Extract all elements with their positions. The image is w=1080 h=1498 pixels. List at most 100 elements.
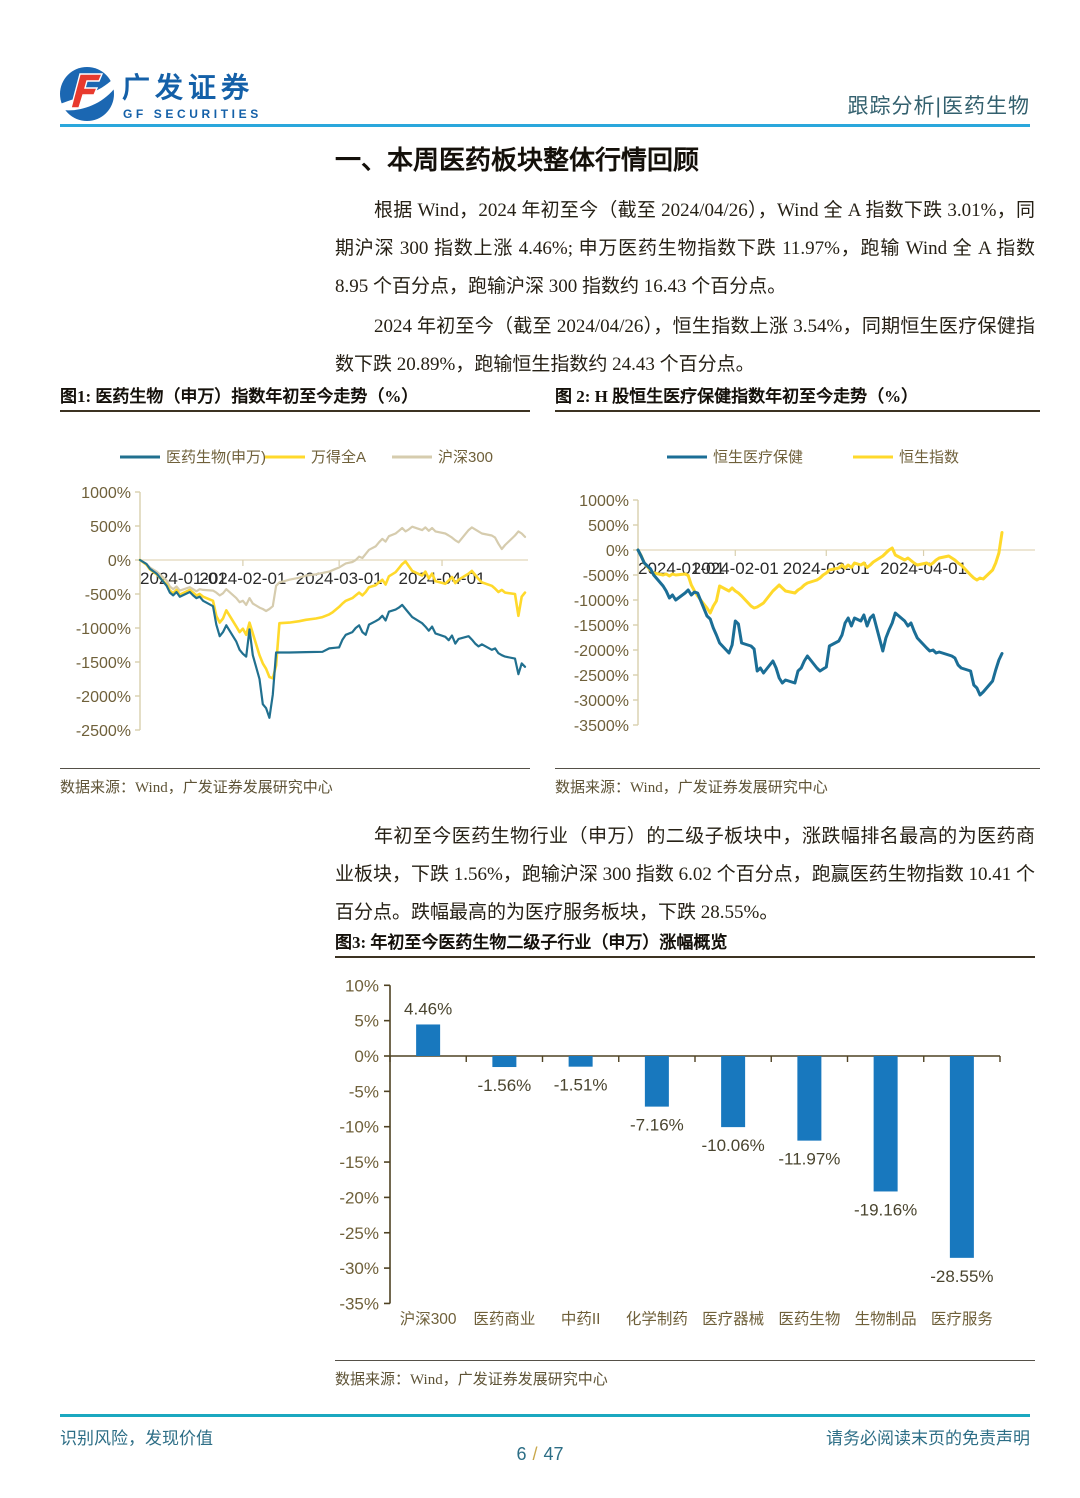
y-tick-label: -2500%	[76, 723, 131, 740]
figure-1-caption-rule	[60, 410, 530, 412]
category-label: 医药商业	[473, 1310, 535, 1328]
y-tick-label: -10%	[339, 1118, 379, 1137]
category-label: 沪深300	[400, 1310, 457, 1328]
bar-value-label: 4.46%	[404, 999, 452, 1018]
header-rule	[60, 124, 1030, 127]
series-恒生医疗保健	[636, 548, 1004, 697]
bar-value-label: -7.16%	[630, 1116, 684, 1135]
y-tick-label: -35%	[339, 1294, 379, 1313]
bar-value-label: -1.56%	[477, 1076, 531, 1095]
paragraph-subsector-review: 年初至今医药生物行业（申万）的二级子板块中，涨跌幅排名最高的为医药商业板块，下跌…	[335, 826, 1035, 923]
category-label: 医疗服务	[931, 1310, 993, 1328]
y-tick-label: -25%	[339, 1224, 379, 1243]
page-total: 47	[543, 1444, 564, 1464]
x-tick-label: 2024-01-01	[140, 569, 227, 588]
logo-en-text: GF SECURITIES	[123, 107, 262, 121]
bar-化学制药	[644, 1056, 669, 1107]
bar-中药II	[568, 1056, 593, 1067]
bar-生物制品	[873, 1056, 898, 1192]
bar-value-label: -19.16%	[854, 1200, 917, 1219]
page-current: 6	[516, 1444, 527, 1464]
figure-1-line-chart: 医药生物(申万) 万得全A 沪深300 1000% 500% 0% -500% -1000% -…	[76, 448, 528, 740]
category-label: 中药II	[561, 1310, 601, 1328]
y-tick-label: 0%	[108, 553, 131, 570]
category-label: 化学制药	[626, 1310, 688, 1328]
x-tick-label: 2024-03-01	[296, 569, 383, 588]
x-tick-label: 2024-02-01	[199, 569, 286, 588]
y-tick-label: -30%	[339, 1259, 379, 1278]
figure-3-source-text: 数据来源：Wind，广发证券发展研究中心	[335, 1372, 608, 1388]
y-tick-label: -2500%	[574, 668, 629, 685]
y-tick-label: 1000%	[579, 493, 629, 510]
figure-2-source: 数据来源：Wind，广发证券发展研究中心	[555, 768, 1040, 797]
x-tick-label: 2024-03-01	[783, 559, 870, 578]
legend-label-2: 恒生指数	[899, 449, 959, 466]
legend-label-2: 万得全A	[311, 448, 366, 466]
figure-2-line-chart: 恒生医疗保健 恒生指数 1000% 500% 0% -500% -1000% -1500% -2…	[574, 449, 1035, 735]
y-tick-label: -2000%	[76, 689, 131, 706]
y-tick-label: -1500%	[574, 618, 629, 635]
series-医药生物(申万)	[138, 558, 527, 719]
x-tick-label: 2024-02-01	[692, 559, 779, 578]
y-tick-label: 10%	[345, 976, 379, 995]
y-tick-label: -3000%	[574, 693, 629, 710]
y-tick-label: -500%	[85, 587, 131, 604]
legend-label-1: 医药生物(申万)	[166, 449, 266, 466]
gf-securities-logo: 广发证券 GF SECURITIES	[60, 67, 262, 121]
bar-医药商业	[492, 1056, 517, 1068]
figure-1-block: 图1: 医药生物（申万）指数年初至今走势（%） 医药生物(申万) 万得全A 沪深30…	[60, 382, 530, 802]
series-沪深300	[138, 525, 527, 613]
y-tick-label: -2000%	[574, 643, 629, 660]
y-tick-label: -3500%	[574, 718, 629, 735]
category-label: 生物制品	[855, 1310, 917, 1328]
figure-3-caption-rule	[335, 956, 1035, 958]
figure-3-source-rule	[335, 1360, 1035, 1361]
legend-label-3: 沪深300	[438, 449, 493, 466]
bar-value-label: -28.55%	[930, 1267, 993, 1286]
bar-value-label: -10.06%	[701, 1136, 764, 1155]
y-tick-label: -15%	[339, 1153, 379, 1172]
y-tick-label: -20%	[339, 1188, 379, 1207]
legend-label-1: 恒生医疗保健	[713, 449, 803, 466]
figure-3-caption: 图3: 年初至今医药生物二级子行业（申万）涨幅概览	[335, 933, 728, 952]
bar-医疗器械	[721, 1056, 746, 1128]
category-label: 医药生物	[778, 1310, 840, 1328]
paragraph-market-review-hk: 2024 年初至今（截至 2024/04/26），恒生指数上涨 3.54%，同期…	[335, 316, 1035, 375]
y-tick-label: -1000%	[574, 593, 629, 610]
footer-disclaimer-note: 请务必阅读末页的免责声明	[826, 1429, 1030, 1448]
figure-2-block: 图 2: H 股恒生医疗保健指数年初至今走势（%） 恒生医疗保健 恒生指数 1000…	[555, 382, 1040, 802]
figure-3-source: 数据来源：Wind，广发证券发展研究中心	[335, 1360, 1035, 1389]
logo-cn-text: 广发证券	[122, 71, 254, 103]
x-tick-label: 2024-04-01	[880, 559, 967, 578]
section-title: 一、本周医药板块整体行情回顾	[335, 146, 700, 175]
category-label: 医疗器械	[702, 1310, 764, 1328]
y-tick-label: -500%	[583, 568, 629, 585]
figure-1-caption: 图1: 医药生物（申万）指数年初至今走势（%）	[60, 387, 419, 406]
y-tick-label: 5%	[354, 1012, 379, 1031]
y-tick-label: -1500%	[76, 655, 131, 672]
y-tick-label: 500%	[588, 518, 629, 535]
y-tick-label: 0%	[354, 1047, 379, 1066]
footer-rule	[60, 1414, 1030, 1417]
y-tick-label: -1000%	[76, 621, 131, 638]
page-number: 6/47	[0, 1444, 1080, 1465]
y-tick-label: -5%	[349, 1082, 379, 1101]
y-tick-label: 0%	[606, 543, 629, 560]
figure-2-caption-rule	[555, 410, 1040, 412]
logo-f-glyph	[70, 73, 104, 109]
y-tick-label: 500%	[90, 519, 131, 536]
y-tick-label: 1000%	[81, 485, 131, 502]
paragraph-market-review-a: 根据 Wind，2024 年初至今（截至 2024/04/26），Wind 全 …	[335, 200, 1035, 297]
series-万得全A	[138, 558, 527, 680]
page-separator: /	[532, 1444, 538, 1464]
report-type-label: 跟踪分析|医药生物	[847, 95, 1030, 118]
figure-1-source-rule	[60, 768, 530, 769]
footer-slogan: 识别风险，发现价值	[60, 1429, 213, 1448]
figure-2-caption: 图 2: H 股恒生医疗保健指数年初至今走势（%）	[555, 387, 919, 406]
bar-value-label: -11.97%	[778, 1150, 840, 1169]
figure-2-source-rule	[555, 768, 1040, 769]
bar-沪深300	[416, 1024, 441, 1056]
bar-医药生物	[797, 1056, 822, 1141]
figure-2-source-text: 数据来源：Wind，广发证券发展研究中心	[555, 780, 828, 796]
